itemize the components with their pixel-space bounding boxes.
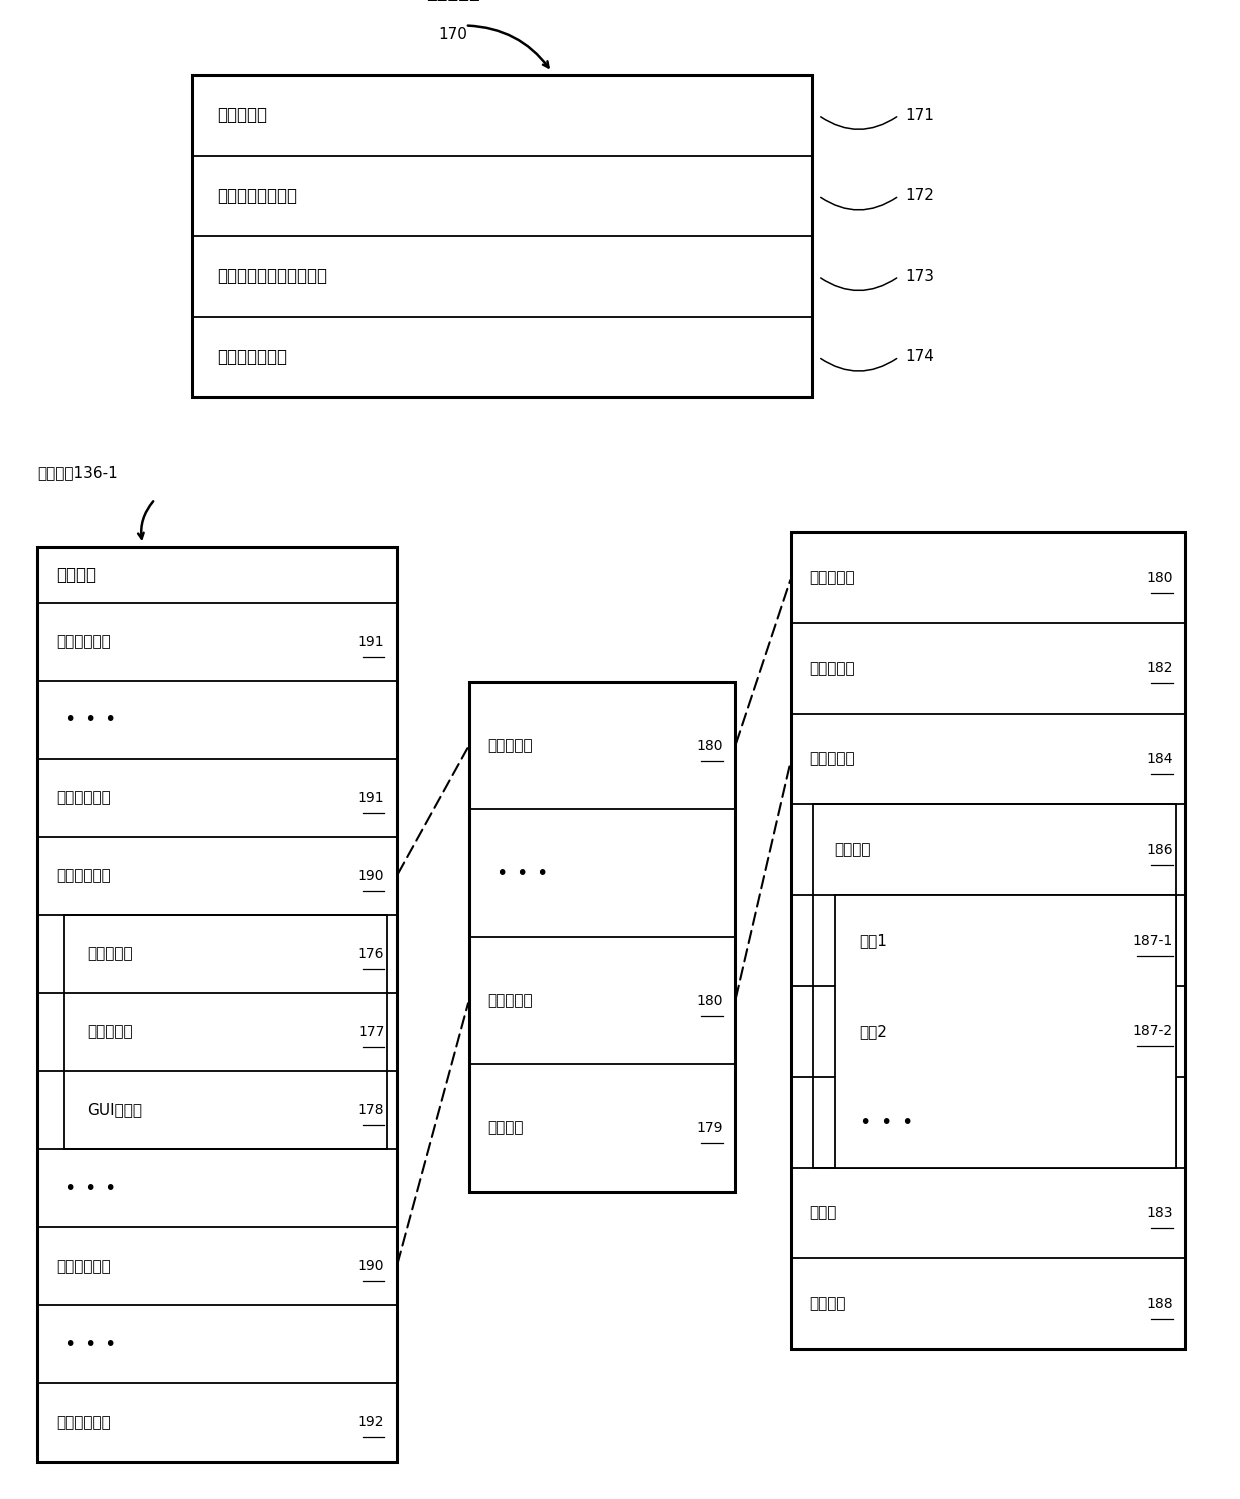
Text: 178: 178 [358, 1103, 384, 1117]
Text: 命中视图确定模块: 命中视图确定模块 [217, 187, 298, 205]
Text: 187-2: 187-2 [1133, 1024, 1173, 1039]
Text: 应用程序: 应用程序 [56, 565, 95, 585]
Text: 事件2: 事件2 [859, 1024, 887, 1039]
Text: 174: 174 [905, 349, 934, 364]
Text: 191: 191 [358, 791, 384, 805]
Bar [791, 532, 1185, 1349]
Text: GUI更新器: GUI更新器 [87, 1103, 141, 1118]
Bar [813, 805, 1176, 1168]
Bar [37, 547, 397, 1462]
Text: 事件分配器模块: 事件分配器模块 [217, 348, 286, 366]
Bar [192, 75, 812, 397]
Text: 事件识别器: 事件识别器 [810, 570, 856, 585]
Text: 180: 180 [697, 739, 723, 752]
Bar [64, 914, 387, 1150]
Text: 事件数据: 事件数据 [487, 1120, 523, 1136]
Text: 172: 172 [905, 189, 934, 204]
Text: 190: 190 [358, 1259, 384, 1273]
Text: 190: 190 [358, 869, 384, 883]
Text: 事件识别器: 事件识别器 [487, 992, 533, 1009]
Text: 元数据: 元数据 [810, 1205, 837, 1220]
Text: 事件定义: 事件定义 [835, 842, 870, 857]
Text: •: • [84, 711, 95, 729]
Text: •: • [64, 711, 76, 729]
Text: 170: 170 [438, 27, 467, 42]
Text: 171: 171 [905, 108, 934, 123]
Text: 188: 188 [1147, 1297, 1173, 1310]
Text: 191: 191 [358, 634, 384, 649]
Text: 180: 180 [697, 994, 723, 1007]
Bar [469, 682, 735, 1192]
Text: 应用内部状态: 应用内部状态 [56, 1415, 110, 1430]
Text: 173: 173 [905, 268, 934, 283]
Text: 事件1: 事件1 [859, 932, 887, 949]
Text: •: • [64, 1178, 76, 1198]
Text: 数据更新器: 数据更新器 [87, 946, 133, 961]
Text: 177: 177 [358, 1025, 384, 1039]
Text: 对象更新器: 对象更新器 [87, 1024, 133, 1040]
Text: 事件分类器: 事件分类器 [425, 0, 480, 1]
Text: 183: 183 [1147, 1205, 1173, 1220]
Text: •: • [516, 863, 527, 883]
Text: •: • [859, 1112, 870, 1132]
Text: 事件监视器: 事件监视器 [217, 106, 267, 124]
Text: •: • [880, 1112, 892, 1132]
Text: •: • [104, 1178, 115, 1198]
Text: 事件递送: 事件递送 [810, 1297, 846, 1312]
Text: 事件处理程序: 事件处理程序 [56, 868, 110, 883]
Text: 事件比较器: 事件比较器 [810, 751, 856, 766]
Text: 应用程序视图: 应用程序视图 [56, 634, 110, 649]
Text: 192: 192 [358, 1415, 384, 1430]
Text: 187-1: 187-1 [1133, 934, 1173, 947]
Text: •: • [104, 711, 115, 729]
Text: •: • [104, 1336, 115, 1354]
Text: 182: 182 [1147, 661, 1173, 676]
Text: 事件处理程序: 事件处理程序 [56, 1259, 110, 1274]
Text: 应用程序视图: 应用程序视图 [56, 790, 110, 805]
Text: 活动事件识别器确定模块: 活动事件识别器确定模块 [217, 267, 327, 285]
Text: 180: 180 [1147, 571, 1173, 585]
Text: •: • [64, 1336, 76, 1354]
Text: 179: 179 [697, 1121, 723, 1135]
Text: 186: 186 [1147, 842, 1173, 857]
Text: •: • [84, 1336, 95, 1354]
Text: •: • [536, 863, 547, 883]
Bar [835, 895, 1176, 1168]
Text: •: • [901, 1112, 913, 1132]
Text: •: • [496, 863, 507, 883]
Text: 176: 176 [358, 947, 384, 961]
Text: •: • [84, 1178, 95, 1198]
Text: 应用程序136-1: 应用程序136-1 [37, 465, 118, 480]
Text: 事件接收器: 事件接收器 [810, 661, 856, 676]
Text: 184: 184 [1147, 752, 1173, 766]
Text: 事件识别器: 事件识别器 [487, 738, 533, 754]
